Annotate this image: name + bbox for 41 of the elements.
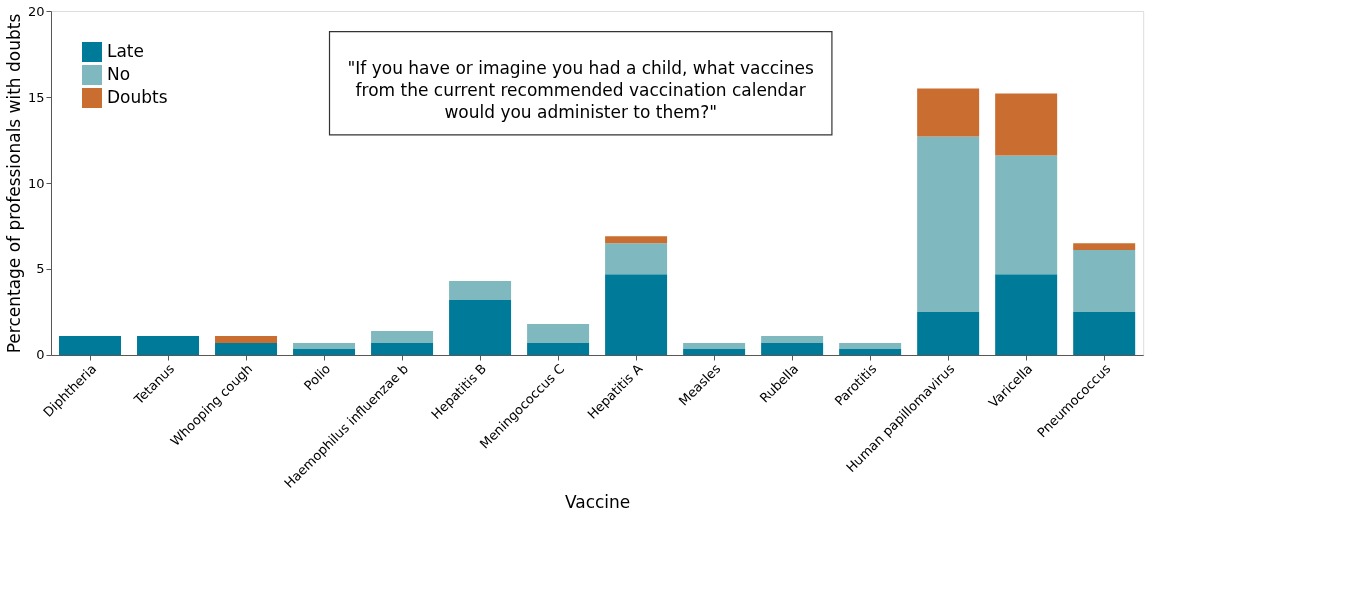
bar — [605, 236, 668, 244]
bar — [605, 243, 668, 275]
bar — [995, 155, 1058, 275]
bar — [839, 348, 902, 355]
bar — [761, 336, 824, 343]
bar — [917, 88, 980, 137]
bar — [293, 342, 356, 349]
bar — [605, 274, 668, 355]
y-tick-label: 5 — [36, 261, 45, 277]
legend-label: Doubts — [107, 87, 168, 107]
bar — [293, 348, 356, 355]
bar — [215, 336, 278, 343]
legend-label: Late — [107, 41, 144, 61]
x-axis-title: Vaccine — [564, 492, 631, 513]
bar — [683, 342, 746, 349]
bar — [371, 330, 434, 343]
bar — [215, 342, 278, 355]
bar — [527, 342, 590, 355]
bar — [683, 348, 746, 355]
bar — [995, 93, 1058, 156]
bar — [1073, 250, 1136, 312]
bar — [995, 274, 1058, 355]
bar — [1073, 312, 1136, 355]
y-axis-title: Percentage of professionals with doubts — [3, 13, 24, 354]
legend-label: No — [107, 64, 131, 84]
bar — [371, 342, 434, 355]
bar — [917, 312, 980, 355]
bar — [839, 342, 902, 349]
y-tick-label: 10 — [27, 175, 45, 191]
y-tick-label: 15 — [27, 89, 45, 105]
bar — [1073, 243, 1136, 251]
bar — [761, 342, 824, 355]
y-tick-label: 20 — [27, 3, 45, 19]
bar — [449, 281, 512, 300]
y-tick-label: 0 — [36, 347, 45, 363]
bar — [449, 299, 512, 355]
bar — [137, 336, 200, 355]
bar — [527, 324, 590, 343]
annotation: "If you have or imagine you had a child, what vaccines from the current recommended vaccination calendar would you administer to them?" — [347, 58, 815, 123]
bar — [917, 136, 980, 312]
bar — [59, 336, 122, 355]
